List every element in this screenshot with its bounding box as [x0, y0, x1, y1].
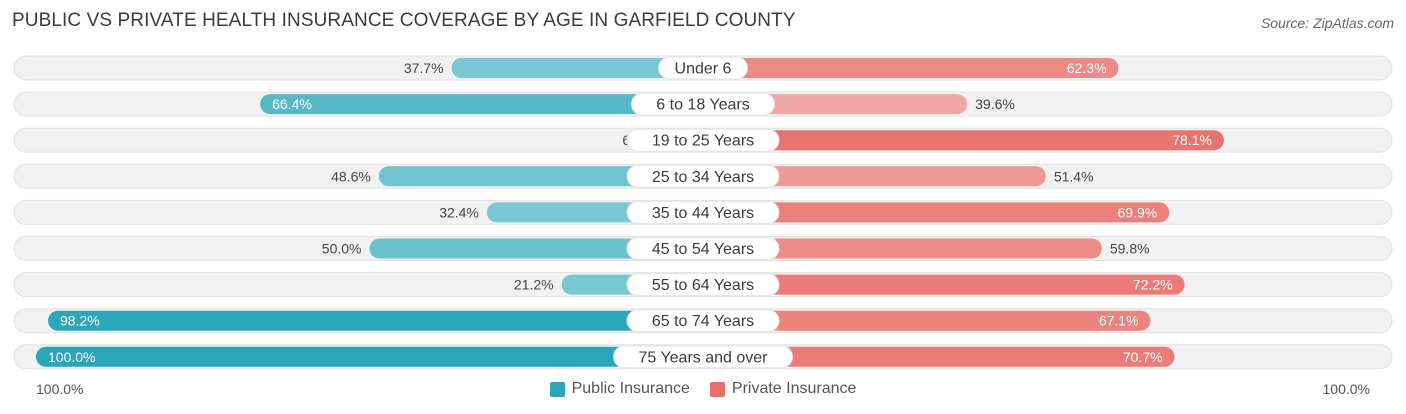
category-pill	[613, 345, 793, 369]
public-bar	[36, 346, 703, 367]
private-value-label: 78.1%	[1172, 132, 1212, 148]
public-value-label: 50.0%	[322, 241, 362, 257]
category-pill	[626, 237, 780, 260]
category-label: 75 Years and over	[639, 349, 769, 366]
public-value-label: 66.4%	[272, 96, 312, 112]
category-pill	[626, 309, 780, 333]
public-value-label: 100.0%	[48, 349, 95, 365]
private-value-label: 51.4%	[1054, 168, 1094, 184]
axis-right-label: 100.0%	[1322, 381, 1370, 397]
private-bar	[703, 310, 1151, 331]
legend-item-private: Private Insurance	[709, 380, 857, 398]
legend-label-public: Public Insurance	[571, 380, 690, 397]
category-pill	[626, 273, 780, 297]
public-value-label: 21.2%	[514, 277, 554, 293]
category-label: 25 to 34 Years	[652, 169, 754, 186]
private-value-label: 70.7%	[1123, 349, 1163, 365]
legend-swatch-public	[549, 381, 565, 397]
public-bar	[48, 310, 704, 331]
category-pill	[626, 164, 780, 188]
private-bar	[703, 202, 1170, 223]
category-label: 35 to 44 Years	[652, 205, 754, 222]
private-bar	[703, 238, 1102, 259]
private-bar	[703, 58, 1119, 78]
chart-canvas: 37.7% 62.3% Under 6 66.4% 39.6% 6 to 18 Years…	[13, 55, 1393, 370]
category-pill	[658, 56, 748, 80]
source-label: Source: ZipAtlas.com	[1260, 15, 1394, 31]
public-value-label: 37.7%	[404, 60, 444, 76]
category-label: 6 to 18 Years	[656, 97, 749, 114]
legend-swatch-private	[709, 381, 725, 397]
category-label: 55 to 64 Years	[652, 277, 754, 294]
private-value-label: 72.2%	[1133, 277, 1173, 293]
category-pill	[626, 200, 780, 224]
private-bar	[703, 346, 1175, 367]
public-bar	[378, 166, 703, 187]
private-value-label: 69.9%	[1118, 204, 1158, 220]
category-label: Under 6	[675, 61, 732, 78]
private-bar	[703, 130, 1224, 151]
private-value-label: 67.1%	[1099, 313, 1139, 329]
public-value-label: 48.6%	[331, 168, 371, 184]
category-pill	[631, 92, 775, 116]
private-bar	[703, 166, 1046, 187]
private-value-label: 39.6%	[975, 96, 1015, 112]
category-label: 65 to 74 Years	[652, 313, 754, 330]
legend-label-private: Private Insurance	[731, 380, 857, 397]
category-label: 19 to 25 Years	[652, 133, 754, 150]
public-value-label: 32.4%	[439, 204, 479, 220]
legend-item-public: Public Insurance	[549, 380, 690, 398]
category-label: 45 to 54 Years	[652, 241, 754, 258]
public-bar	[260, 94, 703, 115]
legend: Public Insurance Private Insurance	[0, 380, 1406, 398]
public-bar	[451, 58, 703, 78]
private-value-label: 62.3%	[1067, 60, 1107, 76]
category-pill	[626, 128, 780, 152]
private-value-label: 59.8%	[1110, 241, 1150, 257]
chart-title: PUBLIC VS PRIVATE HEALTH INSURANCE COVER…	[12, 10, 796, 31]
public-value-label: 98.2%	[60, 313, 100, 329]
public-bar	[369, 238, 703, 259]
private-bar	[703, 274, 1185, 295]
axis-left-label: 100.0%	[36, 381, 84, 397]
